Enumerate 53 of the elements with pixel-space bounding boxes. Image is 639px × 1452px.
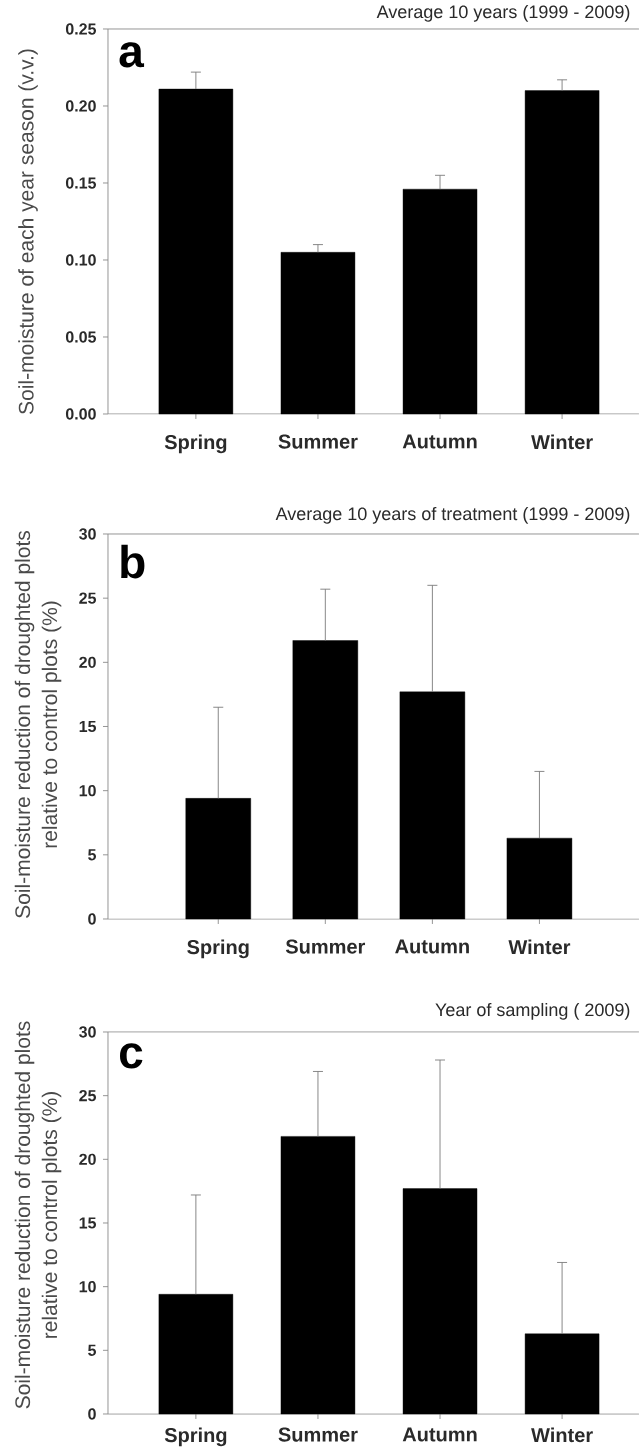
y-tick-label: 30 — [79, 1026, 96, 1038]
x-tick-label: Spring — [164, 1427, 227, 1447]
chart-title: Average 10 years of treatment (1999 - 2009) — [275, 506, 630, 524]
x-tick-label: Summer — [285, 939, 366, 954]
y-tick-label: 10 — [79, 785, 96, 797]
x-tick-label: Spring — [187, 939, 249, 959]
annotation: b — [121, 544, 145, 579]
x-tick-label: Autumn — [402, 434, 477, 449]
bar — [506, 837, 573, 920]
y-axis-title: Soil-moisture of each year season (v.v.) — [18, 49, 38, 414]
y-tick-label: 0.15 — [65, 177, 97, 189]
y-tick-label: 25 — [79, 1090, 97, 1102]
annotation: c — [120, 1043, 143, 1069]
bar — [185, 798, 251, 920]
bar — [524, 1333, 600, 1415]
bar — [524, 90, 600, 415]
chart-title: Average 10 years (1999 - 2009) — [376, 4, 630, 22]
y-tick-label: 0 — [88, 1408, 96, 1420]
y-axis-title: Soil-moisture reduction of droughted plots relative to control plots (%) — [14, 1021, 62, 1409]
x-tick-label: Winter — [531, 434, 593, 450]
x-tick-label: Autumn — [395, 939, 469, 954]
annotation: a — [119, 42, 145, 68]
x-tick-label: Winter — [531, 1427, 593, 1443]
y-tick-label: 15 — [79, 1217, 97, 1229]
y-tick-label: 0 — [88, 913, 96, 925]
bar — [280, 1136, 356, 1415]
y-tick-label: 0.00 — [65, 408, 96, 420]
y-tick-label: 0.10 — [65, 254, 96, 266]
x-tick-label: Spring — [164, 434, 227, 454]
y-tick-label: 5 — [88, 1344, 97, 1356]
bar — [280, 252, 356, 415]
y-tick-label: 15 — [79, 720, 97, 733]
y-axis-title: Soil-moisture reduction of droughted plots relative to control plots (%) — [14, 530, 62, 918]
y-tick-label: 0.20 — [65, 100, 96, 112]
bar — [292, 640, 359, 920]
bar — [399, 691, 466, 920]
y-tick-label: 5 — [88, 849, 97, 861]
x-tick-label: Winter — [508, 939, 571, 955]
y-tick-label: 30 — [79, 528, 96, 540]
bar — [158, 1294, 234, 1415]
y-tick-label: 25 — [79, 592, 97, 604]
bar — [402, 1188, 478, 1415]
chart-title: Year of sampling ( 2009) — [435, 1002, 630, 1020]
y-tick-label: 20 — [79, 656, 96, 668]
y-tick-label: 20 — [79, 1153, 96, 1165]
y-tick-label: 0.05 — [65, 331, 97, 343]
y-tick-label: 0.25 — [65, 23, 97, 35]
x-tick-label: Autumn — [402, 1427, 477, 1442]
x-tick-label: Summer — [278, 434, 358, 449]
bar — [158, 88, 234, 415]
x-tick-label: Summer — [278, 1427, 358, 1442]
bar — [402, 188, 478, 415]
y-tick-label: 10 — [79, 1281, 96, 1293]
